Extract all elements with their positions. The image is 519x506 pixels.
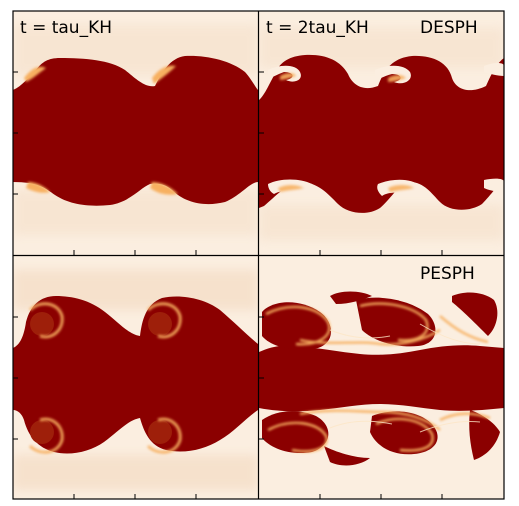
panel-pesph-tau bbox=[13, 256, 258, 499]
panel-desph-tau bbox=[13, 11, 258, 255]
dense-layer bbox=[13, 55, 258, 206]
axis-ticks bbox=[13, 71, 443, 499]
time-label-2tau: t = 2tau_KH bbox=[266, 18, 369, 38]
dense-layer bbox=[259, 54, 504, 213]
dense-layer bbox=[13, 296, 258, 454]
panel-desph-2tau bbox=[259, 11, 504, 255]
dense-layer bbox=[259, 345, 504, 412]
panel-frames bbox=[12, 10, 505, 500]
method-label-desph: DESPH bbox=[420, 18, 478, 38]
method-label-pesph: PESPH bbox=[420, 264, 475, 284]
panel-pesph-2tau bbox=[259, 256, 504, 499]
time-label-tau: t = tau_KH bbox=[20, 18, 112, 38]
